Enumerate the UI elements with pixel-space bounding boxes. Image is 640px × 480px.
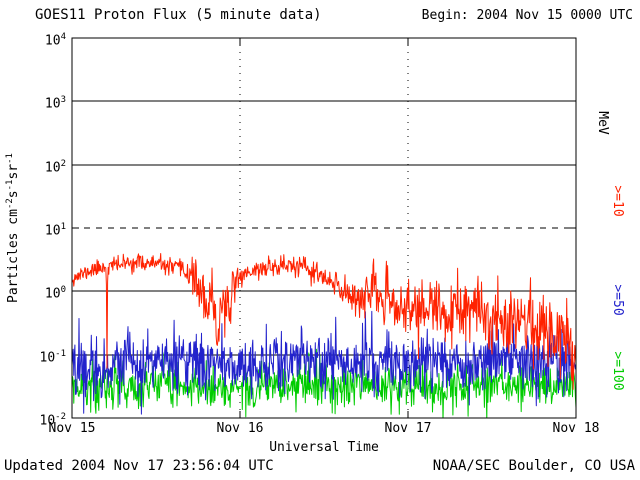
- x-axis-label: Universal Time: [269, 440, 379, 455]
- legend-unit-label: MeV: [595, 111, 610, 135]
- y-tick-label: 101: [44, 222, 66, 239]
- x-tick-label: Nov 18: [552, 421, 600, 436]
- y-tick-label: 103: [44, 95, 66, 112]
- y-tick-label: 10-2: [39, 412, 67, 429]
- y-tick-label: 10-1: [39, 348, 67, 365]
- legend-entry: >=100: [610, 351, 625, 391]
- legend-entry: >=10: [610, 185, 625, 217]
- y-tick-label: 100: [44, 285, 66, 302]
- credit-label: NOAA/SEC Boulder, CO USA: [432, 458, 635, 474]
- updated-timestamp: Updated 2004 Nov 17 23:56:04 UTC: [4, 458, 274, 474]
- legend-entry: >=50: [610, 284, 625, 316]
- x-tick-label: Nov 17: [384, 421, 432, 436]
- y-tick-label: 104: [44, 32, 66, 49]
- chart-title: GOES11 Proton Flux (5 minute data): [35, 7, 322, 23]
- y-tick-label: 102: [44, 158, 66, 175]
- begin-timestamp: Begin: 2004 Nov 15 0000 UTC: [421, 8, 633, 23]
- x-tick-label: Nov 16: [216, 421, 264, 436]
- x-tick-label: Nov 15: [48, 421, 96, 436]
